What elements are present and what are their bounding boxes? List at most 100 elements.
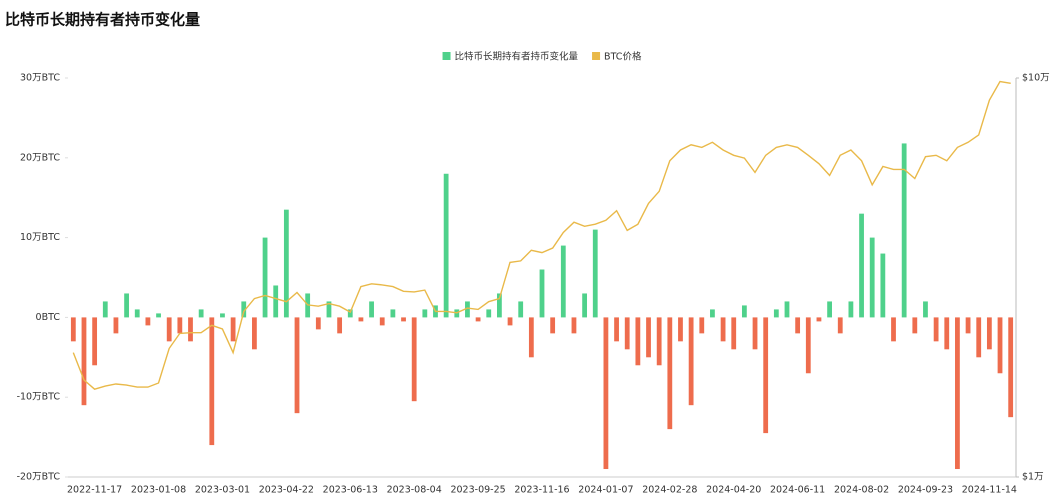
x-tick-label: 2024-02-28 [642, 485, 697, 496]
bar [198, 309, 204, 318]
x-tick-label: 2022-11-17 [67, 485, 122, 496]
chart-title: 比特币长期持有者持币变化量 [5, 11, 200, 29]
bar [933, 317, 939, 342]
bar [571, 317, 577, 334]
bar [177, 317, 183, 334]
bar [347, 309, 353, 318]
bar [763, 317, 769, 434]
bar [401, 317, 406, 322]
bar [773, 309, 779, 318]
bar [880, 253, 886, 318]
bar [923, 301, 928, 318]
bar [667, 317, 673, 430]
bar [124, 293, 129, 318]
bar [262, 237, 268, 318]
legend-label: BTC价格 [604, 51, 642, 63]
bar [92, 317, 98, 366]
bar [955, 317, 960, 470]
y-tick-label: -20万BTC [17, 472, 61, 483]
bar [869, 237, 875, 318]
bar [741, 305, 747, 318]
bar [102, 301, 108, 318]
bar [859, 213, 864, 318]
bar [752, 317, 758, 350]
bar [443, 173, 449, 318]
bar [720, 317, 726, 342]
bar [710, 309, 715, 318]
bar [134, 309, 140, 318]
x-tick-label: 2024-09-23 [898, 485, 953, 496]
bar [997, 317, 1003, 374]
bar [688, 317, 694, 406]
x-tick-label: 2023-03-01 [195, 485, 250, 496]
bar [156, 313, 161, 318]
price-line [72, 80, 1011, 390]
bar [560, 245, 566, 318]
bar [379, 317, 385, 326]
y-tick-label: 20万BTC [20, 152, 60, 163]
x-tick-label: 2024-01-07 [578, 485, 633, 496]
x-tick-label: 2023-01-08 [131, 485, 186, 496]
legend-swatch [442, 52, 451, 60]
bar [358, 317, 364, 322]
bar [209, 317, 215, 446]
bar [220, 313, 225, 318]
bar [848, 301, 854, 318]
bar [315, 317, 321, 330]
y2-tick-label: $1万 [1022, 472, 1044, 483]
x-tick-label: 2023-09-25 [450, 485, 505, 496]
y2-tick-label: $10万 [1022, 73, 1050, 84]
bar [422, 309, 428, 318]
bar [635, 317, 641, 366]
bar [582, 293, 588, 318]
bar [252, 317, 257, 350]
bar [912, 317, 918, 334]
bar [827, 301, 832, 318]
legend-swatch [592, 52, 601, 60]
bar [784, 301, 790, 318]
bar [1008, 317, 1014, 418]
bar [816, 317, 822, 322]
x-tick-label: 2023-08-04 [387, 485, 442, 496]
bar [795, 317, 801, 334]
bar [699, 317, 705, 334]
bar [986, 317, 992, 350]
bar [507, 317, 513, 326]
bar [369, 301, 374, 318]
bar [145, 317, 151, 326]
bar [465, 301, 470, 318]
x-tick-label: 2024-04-20 [706, 485, 761, 496]
x-tick-label: 2023-11-16 [514, 485, 569, 496]
x-tick-label: 2024-08-02 [834, 485, 889, 496]
bar [166, 317, 172, 342]
bar [411, 317, 417, 402]
bar [646, 317, 651, 358]
bar [188, 317, 193, 342]
bar [326, 301, 332, 318]
bar [81, 317, 87, 406]
x-tick-label: 2024-11-14 [962, 485, 1017, 496]
bar [901, 143, 907, 318]
bar [113, 317, 119, 334]
bar [592, 229, 598, 318]
bar [241, 301, 247, 318]
bar [475, 317, 481, 322]
x-tick-label: 2024-06-11 [770, 485, 825, 496]
bar [976, 317, 982, 358]
y-tick-label: 10万BTC [20, 232, 60, 243]
bar [891, 317, 896, 342]
bar [550, 317, 556, 334]
bar [837, 317, 843, 334]
y-tick-label: 0BTC [36, 312, 61, 323]
y-tick-label: 30万BTC [20, 73, 60, 84]
bar [965, 317, 971, 334]
bar [496, 293, 502, 318]
bar [390, 309, 396, 318]
bar [539, 269, 545, 318]
bar [294, 317, 300, 414]
bar [486, 309, 492, 318]
x-tick-label: 2023-06-13 [323, 485, 378, 496]
bar [337, 317, 343, 334]
